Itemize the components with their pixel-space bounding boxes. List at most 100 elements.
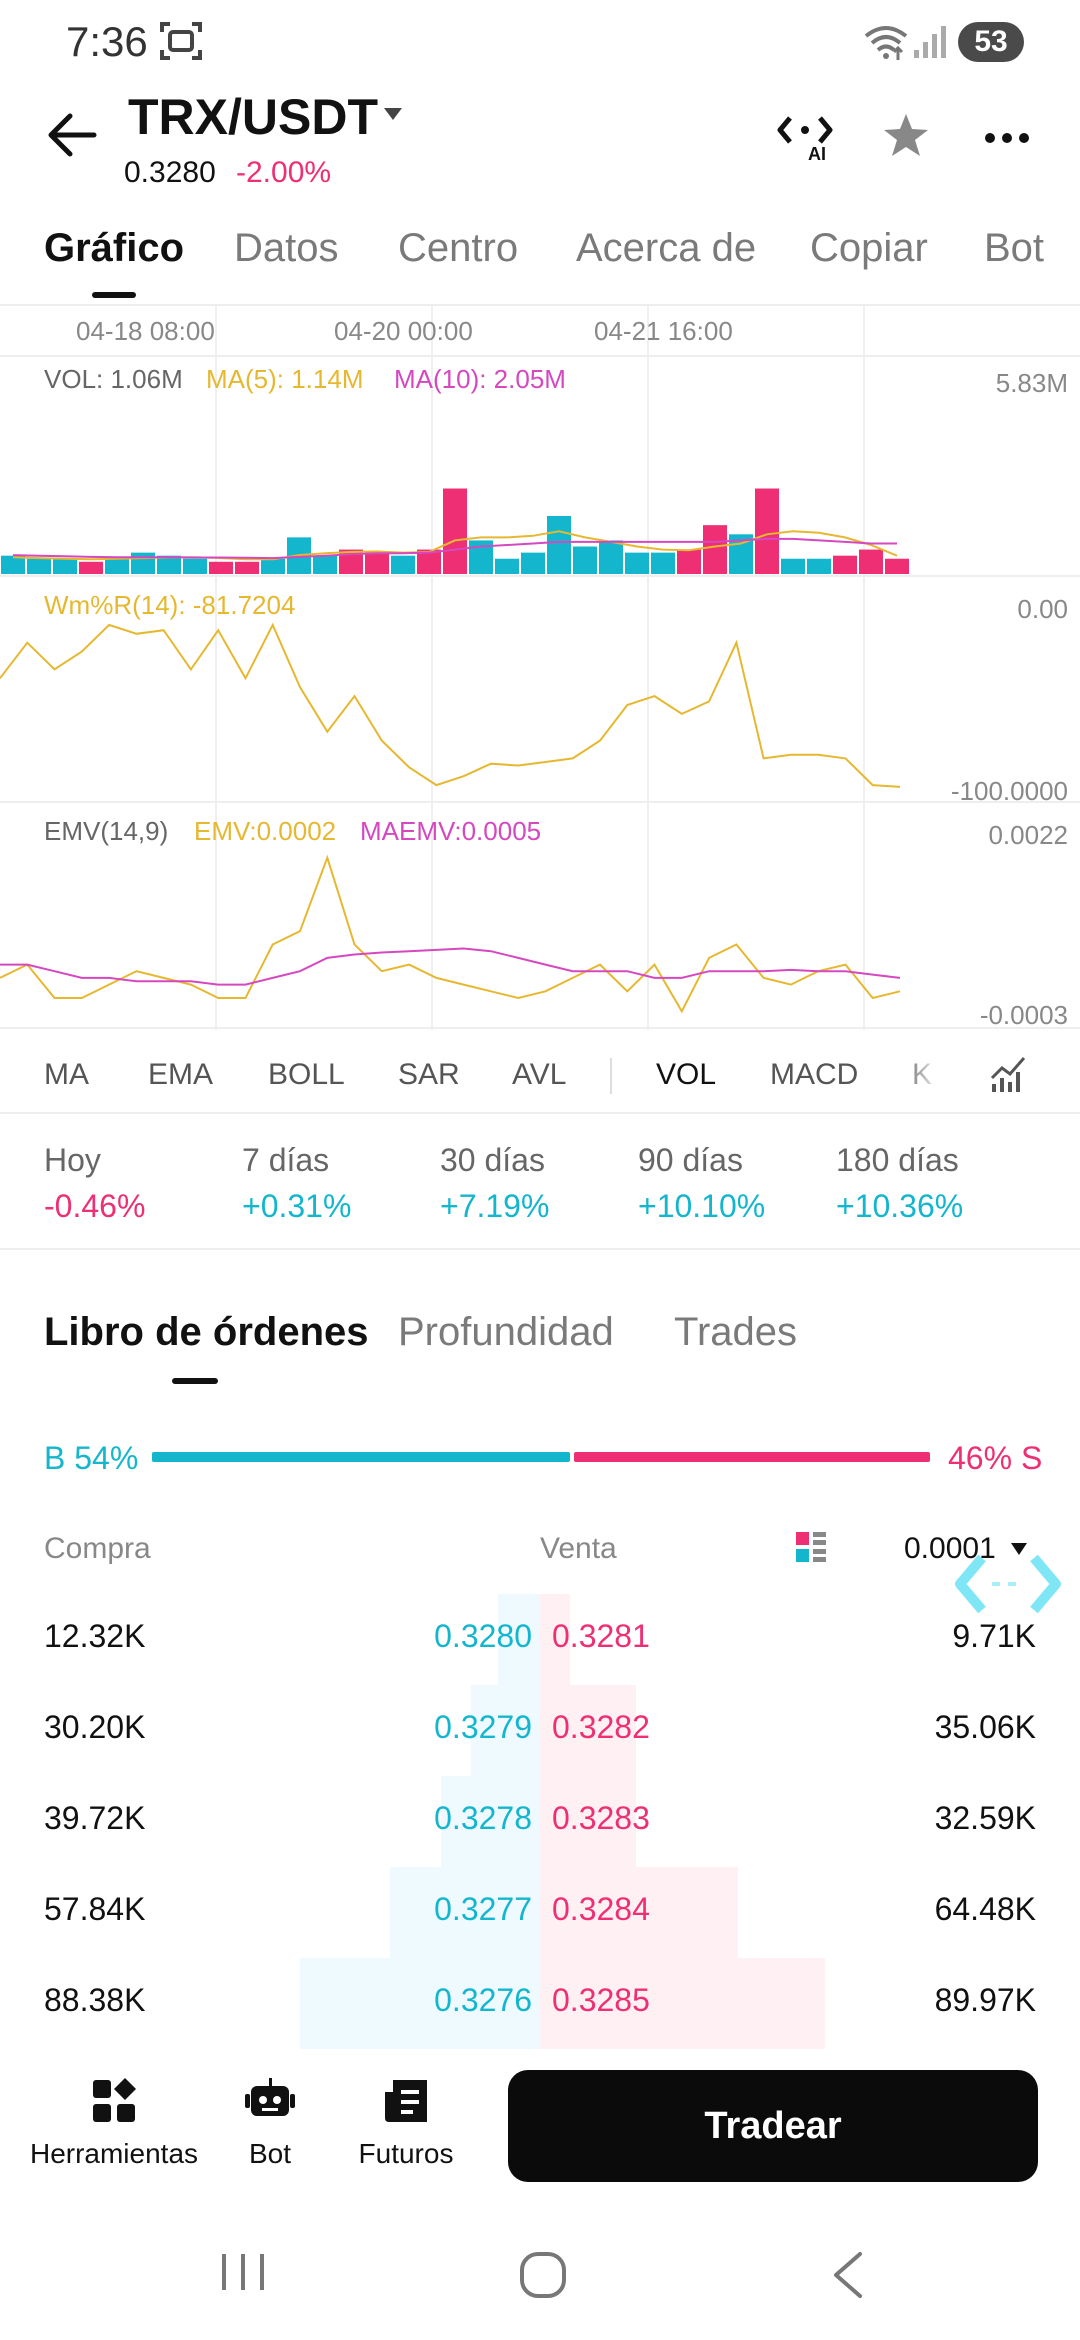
signal-icon xyxy=(914,26,946,58)
tab-grafico[interactable]: Gráfico xyxy=(44,226,185,270)
tab-datos[interactable]: Datos xyxy=(234,226,339,270)
vol-ma10-label: MA(10): 2.05M xyxy=(394,364,566,394)
ask-depth-bar xyxy=(540,1958,825,2049)
bid-price-cell: 0.3277 xyxy=(434,1891,532,1927)
battery-indicator: 53 xyxy=(958,22,1024,62)
period-change: +7.19% xyxy=(440,1188,550,1224)
active-tab-indicator xyxy=(92,292,136,298)
x-tick-1: 04-18 08:00 xyxy=(76,316,215,346)
bid-depth-bar xyxy=(471,1685,540,1776)
ask-price-cell: 0.3282 xyxy=(552,1709,650,1745)
screenshot-icon xyxy=(160,22,202,60)
tab-centro[interactable]: Centro xyxy=(398,226,519,270)
indicator-boll[interactable]: BOLL xyxy=(268,1058,345,1091)
vol-ma5-label: MA(5): 1.14M xyxy=(206,364,364,394)
pair-dropdown-icon[interactable] xyxy=(382,106,404,122)
favorite-star-icon[interactable] xyxy=(882,112,930,158)
period-change: +10.10% xyxy=(638,1188,766,1224)
indicator-ema[interactable]: EMA xyxy=(148,1058,214,1091)
vol-label: VOL: 1.06M xyxy=(44,364,183,394)
ask-depth-bar xyxy=(540,1594,570,1685)
ask-qty-cell: 35.06K xyxy=(934,1709,1036,1745)
recent-apps-icon[interactable] xyxy=(216,2250,270,2294)
indicator-sar[interactable]: SAR xyxy=(398,1058,460,1091)
volume-bar xyxy=(755,488,779,574)
period-change: +10.36% xyxy=(836,1188,964,1224)
precision-dropdown-icon[interactable] xyxy=(1010,1542,1028,1556)
volume-bar xyxy=(781,558,805,574)
bid-qty-cell: 57.84K xyxy=(44,1891,146,1927)
book-layout-icon[interactable] xyxy=(794,1530,828,1564)
more-options-icon[interactable] xyxy=(984,132,1030,144)
price-chart[interactable]: 04-18 08:00 04-20 00:00 04-21 16:00 VOL:… xyxy=(0,306,1080,1030)
trade-button[interactable]: Tradear xyxy=(508,2070,1038,2182)
emv-label: EMV(14,9) xyxy=(44,816,168,846)
tools-button[interactable]: Herramientas xyxy=(26,2078,202,2170)
back-arrow-icon[interactable] xyxy=(46,110,98,160)
period-label: 30 días xyxy=(440,1142,545,1178)
emv-top-label: 0.0022 xyxy=(988,820,1068,850)
tab-copiar[interactable]: Copiar xyxy=(810,226,928,270)
ai-assistant-icon[interactable]: AI xyxy=(776,112,834,164)
volume-bar xyxy=(703,525,727,574)
volume-bar xyxy=(573,546,597,574)
volume-bar xyxy=(365,552,389,574)
volume-bar xyxy=(651,552,675,574)
ai-label: AI xyxy=(808,144,826,162)
tab-libro-ordenes[interactable]: Libro de órdenes xyxy=(44,1310,369,1354)
status-time: 7:36 xyxy=(66,18,148,65)
tab-bot[interactable]: Bot xyxy=(984,226,1045,270)
futures-label: Futuros xyxy=(358,2138,454,2169)
bid-qty-cell: 30.20K xyxy=(44,1709,146,1745)
period-label: 90 días xyxy=(638,1142,743,1178)
bid-depth-bar xyxy=(300,1958,540,2049)
wr-series-line xyxy=(0,622,901,788)
indicator-fade xyxy=(900,1044,940,1104)
indicator-macd[interactable]: MACD xyxy=(770,1058,859,1091)
pair-title[interactable]: TRX/USDT xyxy=(128,89,378,145)
indicator-avl[interactable]: AVL xyxy=(512,1058,567,1091)
price-change: -2.00% xyxy=(236,156,332,189)
maemv-value-label: MAEMV:0.0005 xyxy=(360,816,541,846)
volume-bars xyxy=(1,488,909,574)
futures-button[interactable]: Futuros xyxy=(348,2078,464,2170)
volume-bar xyxy=(599,540,623,574)
last-price: 0.3280 xyxy=(124,156,216,189)
home-icon[interactable] xyxy=(518,2250,568,2300)
volume-bar xyxy=(79,561,103,574)
x-tick-2: 04-20 00:00 xyxy=(334,316,473,346)
volume-bar xyxy=(859,549,883,574)
wr-label: Wm%R(14): -81.7204 xyxy=(44,590,295,620)
volume-bar xyxy=(313,555,337,574)
volume-bar xyxy=(183,558,207,574)
tab-trades[interactable]: Trades xyxy=(674,1310,798,1354)
volume-bar xyxy=(807,558,831,574)
bid-qty-cell: 39.72K xyxy=(44,1800,146,1836)
bot-button[interactable]: Bot xyxy=(226,2078,314,2170)
bid-qty-cell: 12.32K xyxy=(44,1618,146,1654)
indicator-vol[interactable]: VOL xyxy=(656,1058,717,1091)
floating-assistant-icon[interactable] xyxy=(952,1552,1064,1616)
indicator-ma[interactable]: MA xyxy=(44,1058,89,1091)
volume-bar xyxy=(677,549,701,574)
chart-settings-icon[interactable] xyxy=(988,1054,1028,1094)
tab-profundidad[interactable]: Profundidad xyxy=(398,1310,614,1354)
emv-lines xyxy=(0,854,901,1014)
ask-qty-cell: 64.48K xyxy=(934,1891,1036,1927)
wifi-icon xyxy=(864,26,908,60)
volume-bar xyxy=(261,558,285,574)
sell-column-header: Venta xyxy=(540,1532,617,1565)
bid-depth-bar xyxy=(441,1776,540,1867)
system-back-icon[interactable] xyxy=(828,2250,868,2300)
buy-ratio-bar xyxy=(152,1452,570,1462)
performance-divider xyxy=(0,1248,1080,1250)
ask-qty-cell: 9.71K xyxy=(952,1618,1036,1654)
emv-value-label: EMV:0.0002 xyxy=(194,816,336,846)
volume-bar xyxy=(105,558,129,574)
indicator-divider xyxy=(0,1112,1080,1114)
period-label: Hoy xyxy=(44,1142,101,1178)
ask-depth-bar xyxy=(540,1776,636,1867)
volume-bar xyxy=(391,555,415,574)
volume-bar xyxy=(885,558,909,574)
tab-acerca-de[interactable]: Acerca de xyxy=(576,226,757,270)
